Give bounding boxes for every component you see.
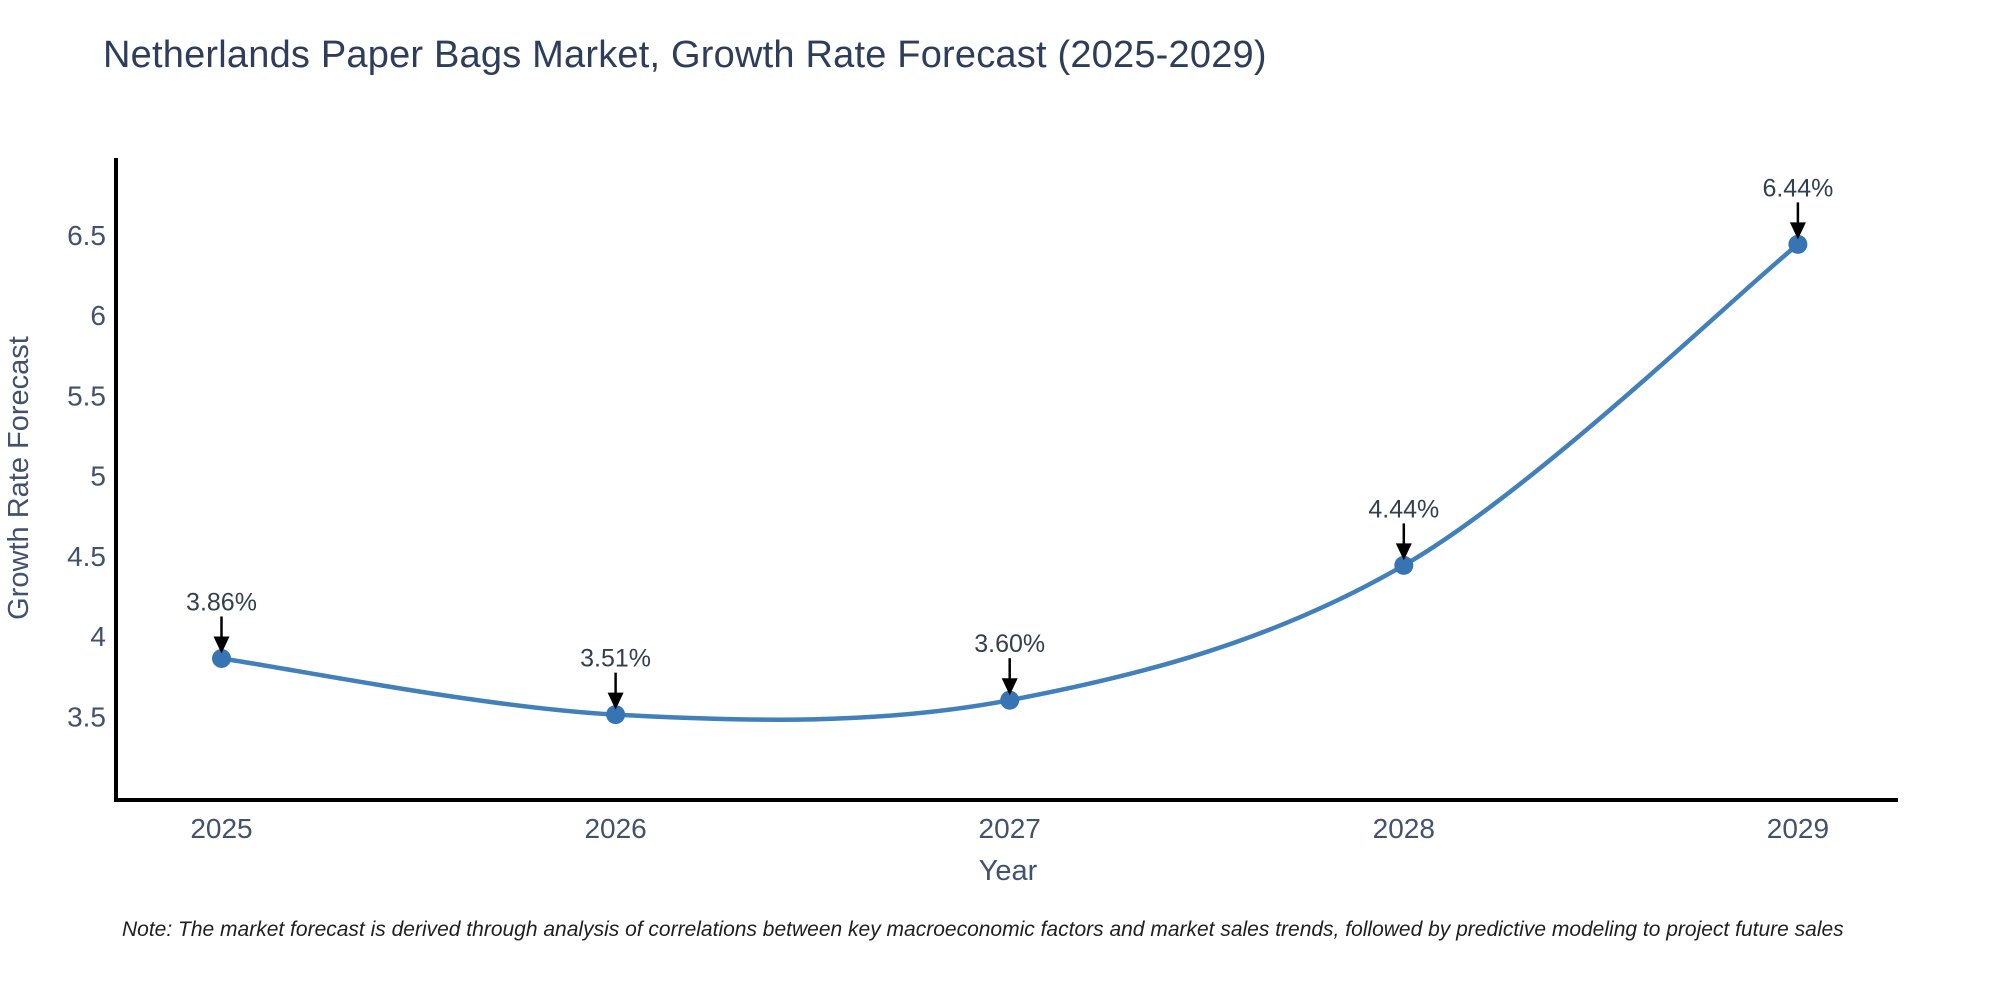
x-tick-label-2029: 2029 (1767, 813, 1829, 844)
data-point-marker-2025 (212, 648, 231, 668)
y-axis-title: Growth Rate Forecast (3, 336, 35, 620)
y-tick-label-4.5: 4.5 (67, 541, 106, 572)
annotation-label-2025: 3.86% (186, 588, 257, 616)
annotation-arrow-head-2026 (607, 692, 624, 710)
forecast-line (219, 242, 1801, 722)
y-tick-label-6: 6 (90, 300, 106, 331)
x-tick-label-2027: 2027 (979, 813, 1041, 844)
y-tick-label-5.5: 5.5 (67, 380, 106, 411)
x-axis-title: Year (979, 855, 1038, 887)
y-tick-label-6.5: 6.5 (67, 220, 106, 251)
data-point-marker-2029 (1788, 234, 1808, 254)
x-tick-label-2026: 2026 (584, 813, 646, 844)
y-tick-label-3.5: 3.5 (67, 701, 106, 732)
x-tick-label-2025: 2025 (190, 813, 252, 844)
data-point-marker-2027 (1000, 690, 1020, 710)
annotation-arrow-head-2027 (1001, 678, 1018, 696)
data-point-marker-2028 (1394, 555, 1414, 575)
y-tick-label-5: 5 (90, 461, 106, 492)
data-point-marker-2026 (606, 705, 626, 725)
annotation-arrow-head-2029 (1789, 222, 1806, 240)
annotation-label-2026: 3.51% (580, 645, 651, 673)
y-tick-label-4: 4 (90, 621, 106, 652)
annotation-arrow-head-2028 (1395, 543, 1412, 561)
annotation-label-2028: 4.44% (1368, 495, 1439, 523)
annotation-label-2027: 3.60% (974, 630, 1045, 658)
footnote-text: Note: The market forecast is derived thr… (122, 918, 1844, 941)
x-tick-label-2028: 2028 (1373, 813, 1435, 844)
chart-title: Netherlands Paper Bags Market, Growth Ra… (103, 34, 1267, 76)
annotation-arrow-head-2025 (213, 636, 230, 654)
annotation-label-2029: 6.44% (1762, 174, 1833, 202)
